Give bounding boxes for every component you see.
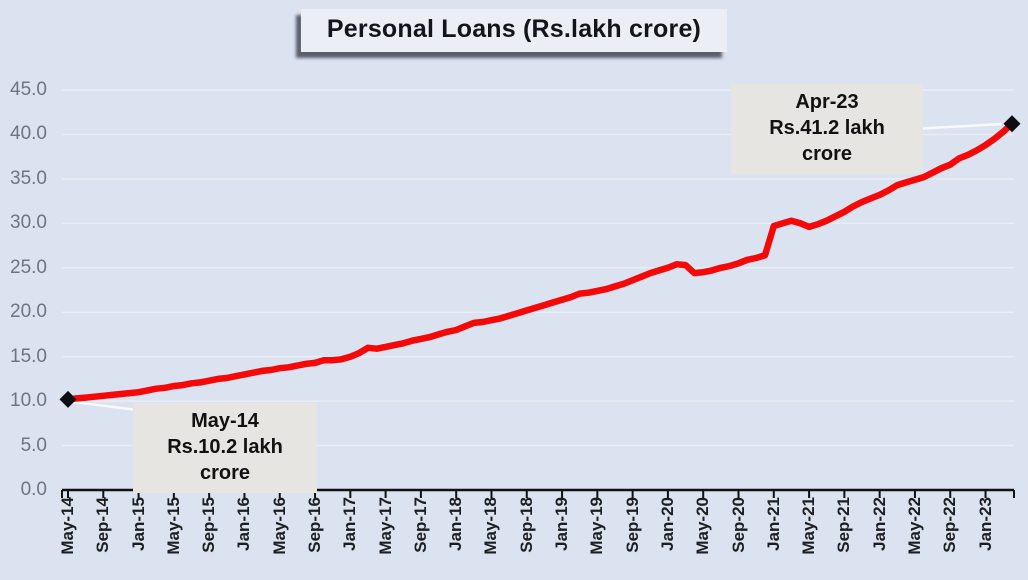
x-axis-label: May-19 [587, 497, 607, 555]
y-axis-label: 0.0 [20, 479, 47, 500]
chart-title-box: Personal Loans (Rs.lakh crore) [300, 9, 728, 52]
y-axis-label: 40.0 [10, 123, 47, 145]
x-axis-label: May-15 [163, 497, 183, 555]
annotation-apr23-label: Apr-23 [795, 91, 859, 113]
x-axis-label: Sep-17 [410, 497, 430, 553]
y-axis-label: 5.0 [20, 434, 47, 456]
y-axis-label: 25.0 [10, 256, 47, 278]
y-axis-label: 20.0 [10, 301, 47, 323]
annotation-may14-label: May-14 [191, 410, 259, 432]
annotation-apr23: Apr-23 Rs.41.2 lakh crore [731, 84, 923, 174]
x-axis-label: Jan-23 [975, 497, 995, 551]
x-axis-label: Sep-22 [940, 497, 960, 553]
x-axis-label: Sep-21 [834, 497, 854, 553]
y-axis-label: 45.0 [10, 79, 47, 100]
x-axis-label: Jan-21 [763, 497, 783, 551]
x-axis-label: May-14 [58, 497, 77, 555]
x-axis-label: Jan-15 [128, 497, 148, 551]
x-axis-label: Sep-15 [199, 497, 219, 553]
x-axis-label: May-21 [799, 497, 819, 555]
x-axis-label: May-18 [481, 497, 501, 555]
x-axis-label: Jan-19 [552, 497, 572, 551]
x-axis-label: Jan-18 [446, 497, 466, 551]
x-axis-label: Jan-17 [340, 497, 360, 551]
data-marker-start [59, 390, 77, 408]
annotation-apr23-value: Rs.41.2 lakh crore [769, 117, 885, 165]
x-axis-label: May-16 [269, 497, 289, 555]
x-axis-label: Sep-19 [622, 497, 642, 553]
x-axis-label: Sep-14 [93, 497, 113, 553]
x-axis-label: Sep-18 [516, 497, 536, 553]
chart-title: Personal Loans (Rs.lakh crore) [326, 15, 702, 43]
series-line [64, 120, 1016, 403]
x-axis-label: Sep-16 [305, 497, 325, 553]
data-marker-end [1003, 115, 1021, 133]
x-axis-label: Sep-20 [728, 497, 748, 553]
x-axis-label: May-17 [375, 497, 395, 555]
annotation-may14-value: Rs.10.2 lakh crore [167, 436, 283, 484]
annotation-may14: May-14 Rs.10.2 lakh crore [133, 403, 317, 493]
y-axis-label: 10.0 [10, 390, 47, 412]
x-axis-label: Jan-20 [657, 497, 677, 551]
y-axis-label: 35.0 [10, 167, 47, 189]
x-axis-label: Jan-22 [869, 497, 889, 551]
y-axis-label: 30.0 [10, 212, 47, 234]
x-axis-label: Jan-16 [234, 497, 254, 551]
x-axis-label: May-22 [904, 497, 924, 555]
x-axis-label: May-20 [693, 497, 713, 555]
y-axis-label: 15.0 [10, 345, 47, 367]
